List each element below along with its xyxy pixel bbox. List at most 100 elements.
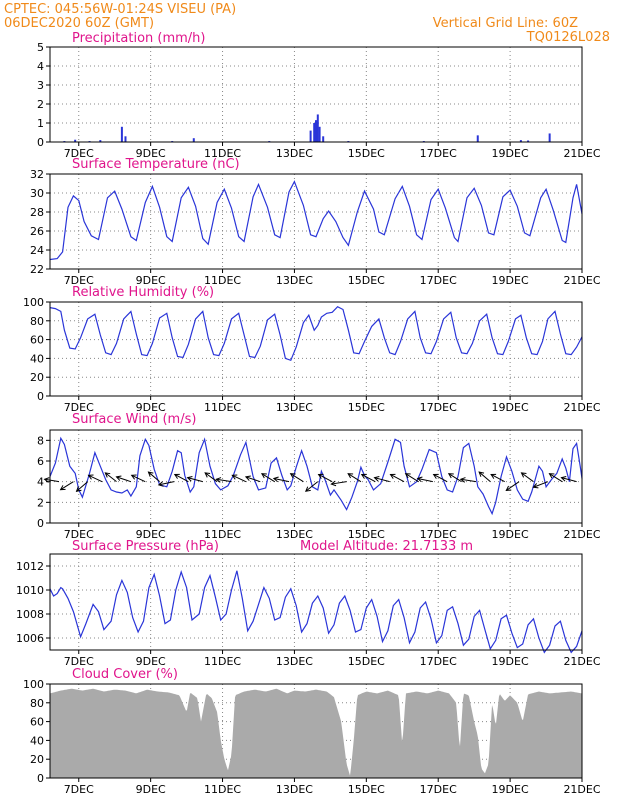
cloud-xtick-label: 9DEC (136, 783, 166, 796)
precip-bar (322, 136, 325, 142)
wind-arrow (405, 473, 419, 483)
rh-xtick-label: 19DEC (492, 401, 529, 414)
temp-ytick-label: 32 (30, 168, 44, 181)
precip-bar (124, 136, 127, 142)
cloud-ytick-label: 60 (30, 716, 44, 729)
wind-arrow-head (43, 477, 50, 483)
cloud-xtick-label: 7DEC (64, 783, 94, 796)
wind-arrow (60, 481, 74, 491)
temp-panel: 22 24 26 28 30 32 7DEC 9DEC 11DEC 13DEC 15DEC 17DEC… (30, 157, 601, 287)
wind-arrow-head (373, 475, 380, 482)
wind-arrow-head (459, 477, 466, 483)
precip-ytick-label: 5 (37, 41, 44, 54)
wind-arrow (347, 473, 362, 483)
rh-plot-area (50, 302, 582, 396)
pres-xtick-label: 21DEC (563, 655, 600, 668)
temp-xtick-label: 7DEC (64, 274, 94, 287)
rh-frame (49, 301, 583, 397)
precip-xtick-label: 21DEC (563, 147, 600, 160)
pres-xtick-label: 11DEC (204, 655, 241, 668)
wind-arrow (533, 481, 549, 488)
cloud-ytick-label: 80 (30, 697, 44, 710)
wind-arrow (460, 478, 477, 483)
wind-arrow-head (173, 473, 180, 479)
precip-xtick-label: 15DEC (348, 147, 385, 160)
temp-title: Surface Temperature (nC) (72, 157, 240, 172)
temp-ytick-label: 26 (30, 225, 44, 238)
wind-ytick-label: 6 (37, 455, 44, 468)
station-label: CPTEC: 045:56W-01:24S VISEU (PA) (4, 2, 236, 17)
wind-arrow (561, 477, 577, 483)
wind-ytick-label: 0 (37, 517, 44, 530)
precip-ytick-label: 2 (37, 98, 44, 111)
wind-arrow (478, 471, 491, 483)
temp-xtick-label: 13DEC (276, 274, 313, 287)
precip-bar (519, 140, 522, 142)
cloud-xtick-label: 21DEC (563, 783, 600, 796)
wind-xtick-label: 7DEC (64, 528, 94, 541)
precip-xtick-label: 11DEC (204, 147, 241, 160)
wind-arrow-head (505, 485, 512, 492)
pres-ytick-label: 1006 (16, 632, 44, 645)
pres-plot-area (50, 554, 582, 650)
wind-arrow-head (548, 473, 555, 479)
wind-arrow (204, 472, 218, 483)
precip-bar (309, 130, 312, 142)
wind-xtick-label: 11DEC (204, 528, 241, 541)
model-code-label: TQ0126L028 (526, 30, 610, 45)
wind-arrow-head (244, 475, 251, 481)
wind-arrow (390, 474, 405, 483)
cloud-frame (49, 683, 583, 779)
wind-arrow (273, 477, 290, 483)
precip-panel: 0 1 2 3 4 5 7DEC 9DEC 11DEC 13DEC 15DEC 17DEC 19DEC 2… (37, 31, 601, 160)
wind-arrow-head (147, 471, 154, 477)
wind-arrow-head (104, 472, 111, 478)
wind-arrow-head (532, 483, 539, 489)
rh-ytick-label: 40 (30, 352, 44, 365)
cloud-ytick-label: 20 (30, 753, 44, 766)
grid-note-label: Vertical Grid Line: 60Z (433, 16, 578, 31)
wind-arrow-head (289, 473, 296, 479)
wind-title: Surface Wind (m/s) (72, 412, 196, 427)
rh-xtick-label: 15DEC (348, 401, 385, 414)
temp-plot-area (50, 174, 582, 269)
wind-arrow (361, 474, 376, 483)
pres-xtick-label: 13DEC (276, 655, 313, 668)
temp-xtick-label: 19DEC (492, 274, 529, 287)
temp-xtick-label: 21DEC (563, 274, 600, 287)
wind-arrow-head (186, 475, 193, 482)
pres-annotation: Model Altitude: 21.7133 m (300, 539, 473, 554)
wind-arrow-head (115, 475, 122, 481)
pres-frame (49, 553, 583, 651)
cloud-ytick-label: 100 (23, 678, 44, 691)
wind-arrow-head (157, 481, 164, 487)
rh-xtick-label: 21DEC (563, 401, 600, 414)
rh-ytick-label: 80 (30, 315, 44, 328)
precip-bar (316, 114, 319, 142)
rh-ytick-label: 100 (23, 296, 44, 309)
pres-ytick-label: 1010 (16, 584, 44, 597)
wind-frame (49, 429, 583, 524)
wind-arrow (448, 473, 462, 483)
wind-plot-area (50, 430, 582, 523)
rh-ytick-label: 60 (30, 334, 44, 347)
wind-xtick-label: 9DEC (136, 528, 166, 541)
precip-bar (548, 133, 551, 142)
wind-arrow-head (87, 474, 94, 480)
wind-arrow-head (204, 472, 211, 478)
wind-xtick-label: 21DEC (563, 528, 600, 541)
wind-arrow (549, 473, 563, 483)
rh-ytick-label: 20 (30, 371, 44, 384)
wind-arrow (506, 481, 520, 491)
wind-arrow-head (272, 476, 279, 483)
temp-xtick-label: 15DEC (348, 274, 385, 287)
wind-arrow (88, 474, 103, 483)
cloud-xtick-label: 13DEC (276, 783, 313, 796)
wind-arrow-head (404, 473, 411, 479)
cloud-cover-area (50, 688, 582, 778)
wind-arrow (131, 474, 146, 483)
wind-xtick-label: 13DEC (276, 528, 313, 541)
wind-xtick-label: 17DEC (420, 528, 457, 541)
